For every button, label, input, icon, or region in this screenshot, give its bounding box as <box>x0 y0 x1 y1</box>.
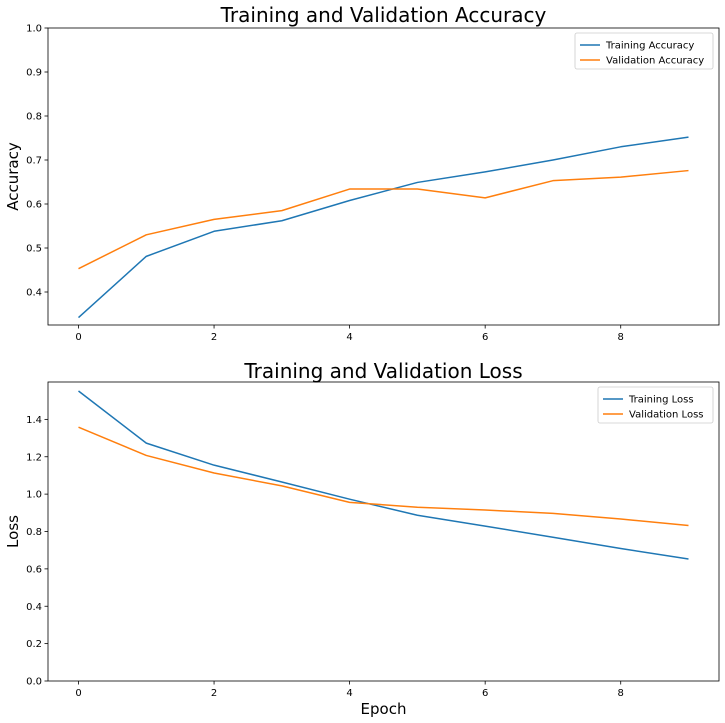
x-tick-label: 2 <box>211 332 217 343</box>
y-tick-label: 0.6 <box>26 200 42 211</box>
y-tick-label: 0.4 <box>26 602 42 613</box>
y-tick-label: 0.6 <box>26 564 42 575</box>
x-tick-label: 8 <box>618 332 624 343</box>
series-line-validation-accuracy <box>78 169 689 270</box>
series-line-training-loss <box>78 390 689 560</box>
y-axis-label: Loss <box>4 515 22 548</box>
series-line-validation-loss <box>78 426 689 527</box>
y-tick-label: 0.7 <box>26 156 42 167</box>
y-axis-label: Accuracy <box>4 142 22 211</box>
x-tick-label: 4 <box>346 332 352 343</box>
x-tick-label: 4 <box>346 688 352 699</box>
chart-title: Training and Validation Accuracy <box>220 3 547 27</box>
y-tick-label: 0.8 <box>26 112 42 123</box>
series-line-training-accuracy <box>77 136 689 319</box>
x-tick-label: 8 <box>618 688 624 699</box>
y-tick-label: 1.0 <box>26 24 42 35</box>
legend-label-validation-accuracy: Validation Accuracy <box>606 56 704 67</box>
x-tick-label: 2 <box>211 688 217 699</box>
x-axis-label: Epoch <box>361 700 407 718</box>
accuracy-chart: Training and Validation Accuracy 0 2 4 6 8 0.4… <box>4 3 720 343</box>
legend-label-training-loss: Training Loss <box>628 395 694 406</box>
chart-title: Training and Validation Loss <box>243 359 522 383</box>
legend-label-validation-loss: Validation Loss <box>629 410 704 421</box>
y-tick-label: 1.4 <box>26 415 42 426</box>
x-tick-label: 0 <box>75 332 81 343</box>
y-tick-label: 0.8 <box>26 527 42 538</box>
y-tick-label: 0.0 <box>26 677 42 688</box>
y-tick-label: 0.9 <box>26 68 42 79</box>
legend-box <box>597 386 714 424</box>
legend: Training Loss Validation Loss <box>597 386 714 424</box>
x-tick-label: 6 <box>482 688 488 699</box>
y-tick-label: 0.5 <box>26 244 42 255</box>
x-tick-label: 0 <box>75 688 81 699</box>
y-tick-label: 0.2 <box>26 639 42 650</box>
y-tick-label: 1.0 <box>26 490 42 501</box>
y-tick-label: 0.4 <box>26 288 42 299</box>
legend-box <box>574 32 714 70</box>
legend-label-training-accuracy: Training Accuracy <box>605 41 694 52</box>
loss-chart: Training and Validation Loss 0 2 4 6 8 0.0 0.2 0… <box>4 359 720 718</box>
y-tick-label: 1.2 <box>26 452 42 463</box>
x-tick-label: 6 <box>482 332 488 343</box>
plot-frame <box>47 27 720 326</box>
legend: Training Accuracy Validation Accuracy <box>574 32 714 70</box>
